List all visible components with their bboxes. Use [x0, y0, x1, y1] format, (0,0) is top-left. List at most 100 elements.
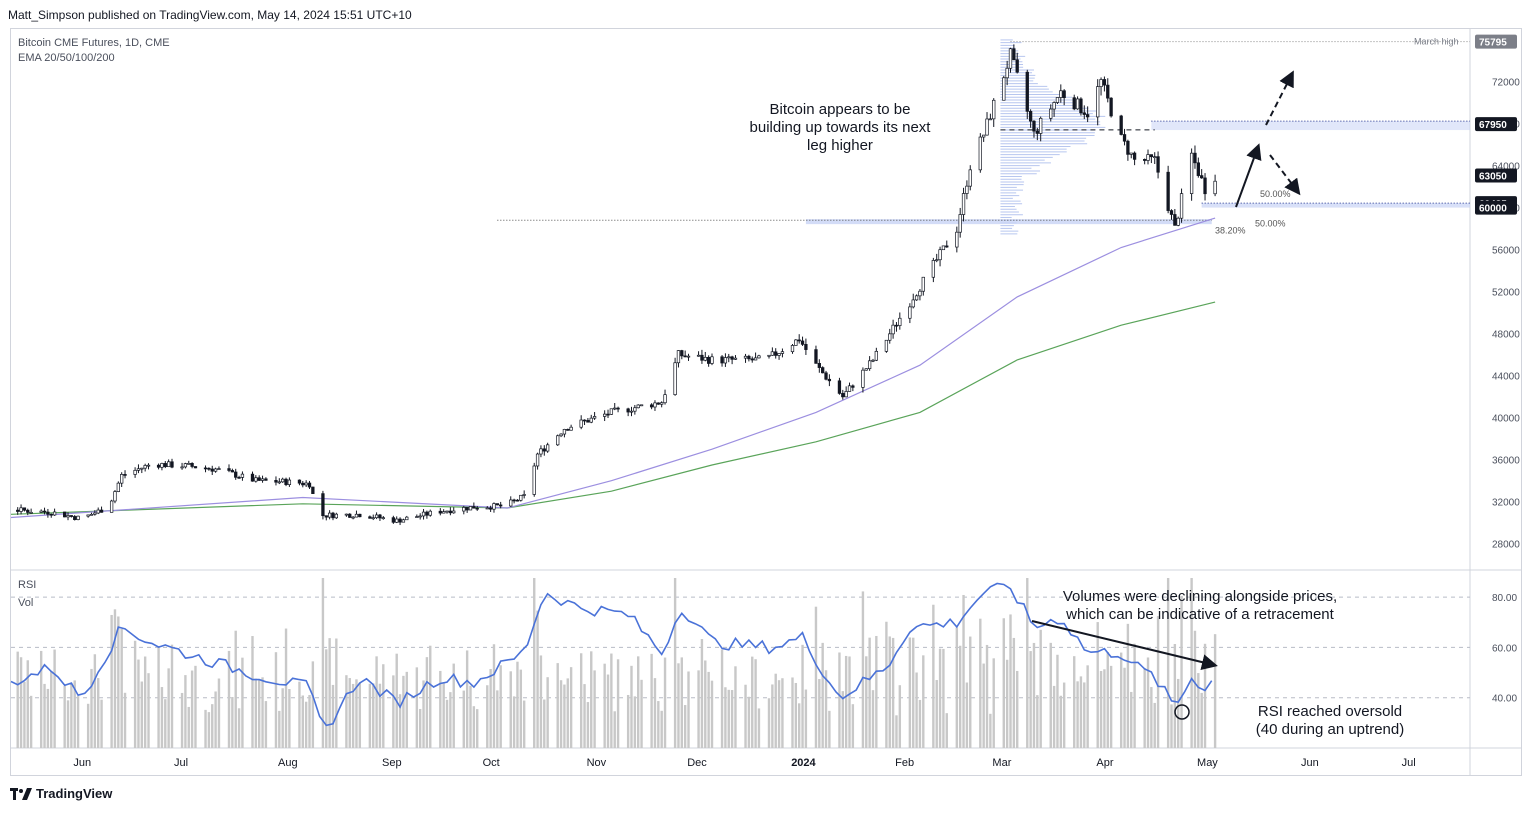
volume-bar — [1153, 702, 1156, 748]
candle-body — [958, 214, 962, 233]
candle-body — [757, 355, 761, 359]
candle-body — [230, 470, 235, 473]
volume-bar — [536, 610, 539, 748]
volume-bar — [885, 621, 888, 748]
candle-body — [187, 463, 191, 465]
candle-body — [260, 478, 265, 481]
candle-body — [462, 507, 466, 512]
candle-body — [1146, 154, 1150, 161]
candle-body — [190, 463, 194, 467]
candle-body — [381, 517, 385, 520]
volume-bar — [442, 682, 445, 748]
volume-bar — [261, 677, 264, 748]
candle-body — [660, 402, 664, 405]
candle-body — [629, 410, 634, 413]
volume-bar — [630, 665, 633, 748]
candle-body — [297, 479, 302, 484]
volume-bar — [727, 689, 730, 748]
candle-body — [837, 380, 842, 394]
volume-bar — [657, 701, 660, 748]
candle-body — [488, 507, 493, 510]
candle-body — [579, 419, 583, 428]
volume-bar — [895, 715, 898, 748]
volume-bar — [345, 675, 348, 748]
volume-bar — [120, 629, 123, 748]
volume-bar — [838, 652, 841, 748]
volume-bar — [425, 657, 429, 748]
candle-body — [401, 519, 406, 523]
candle-body — [99, 509, 104, 513]
volume-bar — [848, 656, 851, 748]
volume-bar — [231, 697, 234, 748]
candle-body — [113, 491, 117, 502]
candle-body — [344, 513, 349, 516]
volume-bar — [891, 637, 895, 748]
price-tick-label: 28000 — [1492, 540, 1520, 551]
volume-bar — [1012, 637, 1016, 748]
volume-bar — [167, 668, 170, 748]
volume-bar — [137, 659, 140, 748]
volume-bar — [935, 680, 938, 748]
tradingview-footer[interactable]: TradingView — [10, 786, 112, 801]
volume-bar — [1062, 682, 1066, 748]
volume-bar — [472, 706, 476, 748]
candle-body — [1193, 152, 1197, 164]
volume-bar — [1213, 634, 1217, 748]
candle-body — [166, 461, 171, 468]
volume-bar — [392, 675, 395, 748]
volume-bar — [603, 663, 606, 748]
volume-bar — [697, 670, 700, 748]
volume-bar — [791, 677, 794, 748]
candle-body — [136, 468, 141, 471]
volume-bar — [194, 665, 197, 748]
volume-bar — [281, 688, 284, 748]
volume-bar — [915, 672, 918, 748]
candle-body — [696, 354, 701, 357]
volume-bar — [563, 684, 566, 748]
time-axis-label: Aug — [278, 757, 298, 769]
price-badge-label: 60000 — [1479, 204, 1507, 215]
candle-body — [898, 317, 902, 326]
ema100-line — [10, 217, 1216, 519]
candle-body — [1132, 152, 1137, 160]
candle-body — [908, 306, 912, 319]
candle-body — [955, 231, 959, 248]
candle-body — [535, 453, 540, 467]
volume-bar — [257, 679, 261, 748]
candle-body — [495, 503, 499, 506]
candle-body — [321, 493, 325, 517]
volume-bar — [818, 679, 821, 748]
candle-body — [921, 276, 925, 292]
time-axis-label: Oct — [483, 757, 500, 769]
candle-body — [354, 513, 359, 518]
candle-body — [653, 402, 657, 408]
volume-bar — [100, 699, 103, 748]
candle-body — [217, 468, 221, 470]
ema-legend: EMA 20/50/100/200 — [18, 52, 115, 64]
candle-body — [582, 419, 587, 422]
vol-legend: Vol — [18, 597, 34, 609]
candle-body — [556, 435, 560, 446]
volume-bar — [797, 703, 801, 748]
volume-bar — [590, 651, 593, 748]
volume-bar — [680, 657, 684, 748]
candle-body — [968, 169, 972, 187]
volume-bar — [1177, 678, 1180, 748]
candle-body — [1179, 193, 1184, 219]
volume-bar — [284, 628, 288, 748]
price-tick-label: 56000 — [1492, 246, 1520, 257]
volume-bar — [522, 700, 526, 748]
main-annotation-line1: Bitcoin appears to be — [769, 101, 911, 118]
candle-body — [499, 504, 503, 507]
candle-body — [492, 503, 496, 510]
volume-bar — [418, 708, 422, 748]
volume-bar — [593, 670, 596, 748]
candle-body — [613, 407, 617, 410]
candle-body — [589, 417, 593, 423]
volume-bar — [331, 684, 335, 748]
candle-body — [22, 507, 27, 511]
volume-bar — [496, 690, 499, 748]
volume-bar — [710, 680, 714, 748]
price-badge — [1475, 200, 1517, 215]
